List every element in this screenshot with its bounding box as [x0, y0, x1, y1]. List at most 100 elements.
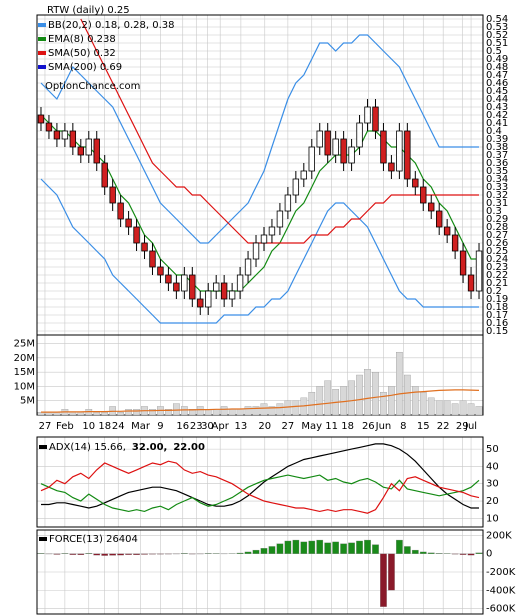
x-tick-label: Jul [464, 421, 477, 432]
bar [427, 552, 435, 554]
y-tick-label: 0.46 [486, 78, 508, 89]
legend-swatch [38, 23, 46, 27]
candle-body [332, 138, 339, 156]
y-tick-label: 50 [486, 444, 499, 455]
bar [133, 553, 140, 555]
bar [356, 540, 363, 554]
panel-frame [36, 334, 484, 416]
indicator-line [41, 443, 479, 509]
bar [236, 552, 244, 554]
x-tick-label: 27 [282, 421, 295, 432]
x-tick-label: 8 [400, 421, 406, 432]
y-tick-label: 0.36 [486, 158, 508, 169]
bar [388, 386, 395, 416]
bar [380, 553, 387, 607]
legend-label: SMA(200) 0.69 [48, 62, 122, 73]
bar [348, 380, 355, 416]
bar [427, 397, 435, 416]
bar [396, 351, 403, 416]
y-tick-label: 0.3 [486, 206, 502, 217]
candle-body [340, 138, 347, 164]
bar [300, 541, 308, 554]
y-tick-label: 15M [14, 367, 35, 378]
candle-body [396, 130, 403, 172]
candle-body [133, 226, 140, 244]
bar [37, 411, 45, 416]
candle-body [292, 178, 300, 196]
x-tick-label: 15 [417, 421, 430, 432]
bar [419, 551, 427, 554]
y-tick-label: 0.42 [486, 110, 508, 121]
x-tick-label: 10 [82, 421, 95, 432]
candle-body [412, 178, 419, 188]
bar [276, 403, 284, 416]
candle-body [404, 130, 411, 180]
candle-body [364, 106, 371, 124]
bar [85, 553, 93, 554]
y-tick-label: 0 [486, 549, 492, 560]
legend-label: BB(20,2) 0.18, 0.28, 0.38 [48, 20, 174, 31]
candle-body [37, 114, 45, 124]
candle-body [276, 210, 284, 228]
y-tick-label: 0.33 [486, 182, 508, 193]
candle-body [356, 122, 363, 148]
bar [348, 542, 355, 554]
x-tick-label: 9 [157, 421, 163, 432]
bar [324, 542, 332, 554]
candle-body [93, 138, 100, 164]
bar [308, 540, 316, 554]
x-tick-label: 26 [362, 421, 375, 432]
y-tick-label: 10M [14, 381, 35, 392]
candle-body [467, 274, 475, 292]
y-tick-label: 0.31 [486, 198, 508, 209]
candle-body [149, 250, 156, 268]
candle-body [77, 146, 84, 156]
bar [324, 380, 332, 416]
bar [77, 553, 85, 555]
overlay-line [40, 34, 479, 244]
bar [173, 403, 180, 416]
y-tick-label: 0.23 [486, 262, 508, 273]
legend-label: SMA(50) 0.32 [48, 48, 116, 59]
bar [165, 409, 172, 416]
bar [268, 406, 276, 416]
y-tick-label: 0.44 [486, 94, 508, 105]
bar [268, 546, 276, 554]
bar [125, 553, 132, 555]
legend-swatch [39, 445, 47, 449]
bar [419, 391, 427, 416]
candle-body [324, 130, 331, 156]
bar [443, 400, 451, 416]
y-tick-label: 0.54 [486, 14, 508, 25]
candle-body [228, 290, 236, 300]
candle-body [451, 234, 459, 252]
candle-body [181, 274, 188, 292]
y-tick-label: 0.24 [486, 254, 508, 265]
legend-swatch [38, 65, 46, 69]
candle-body [236, 274, 244, 292]
y-tick-label: 0.39 [486, 134, 508, 145]
bar [109, 553, 116, 556]
bar [340, 543, 347, 554]
legend-label: 22.00 [173, 442, 205, 453]
candle-body [45, 122, 53, 132]
x-tick-label: 20 [258, 421, 271, 432]
bar [396, 539, 403, 554]
candle-body [443, 226, 451, 236]
bar [244, 406, 252, 416]
y-tick-label: 20M [14, 353, 35, 364]
y-tick-label: 0.48 [486, 62, 508, 73]
x-tick-label: Jun [375, 421, 392, 432]
bar [451, 403, 459, 416]
candle-body [141, 242, 148, 252]
candle-body [69, 130, 77, 148]
x-tick-label: 11 [325, 421, 338, 432]
candle-body [173, 282, 180, 292]
y-tick-label: 0.34 [486, 174, 508, 185]
x-tick-label: 23 [190, 421, 203, 432]
bar [141, 553, 148, 555]
candle-body [428, 202, 435, 212]
y-tick-label: 0.49 [486, 54, 508, 65]
candle-body [213, 282, 220, 292]
